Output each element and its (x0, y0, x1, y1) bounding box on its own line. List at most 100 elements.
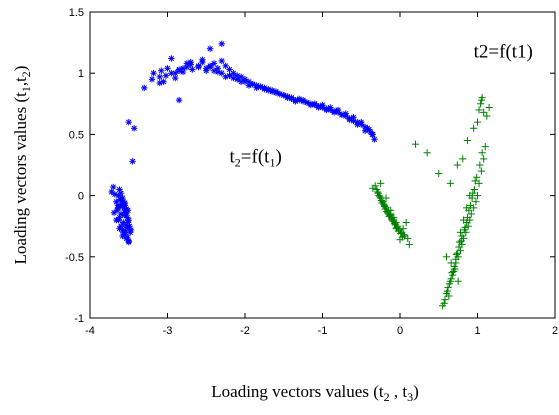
y-tick-label: 1.5 (69, 7, 84, 19)
green-plus-point (390, 214, 398, 222)
blue-star-point (141, 84, 148, 92)
blue-star-point (110, 183, 117, 191)
blue-star-point (222, 73, 229, 81)
green-plus-point (447, 275, 455, 283)
x-tick-label: -4 (85, 325, 95, 337)
green-plus-point (472, 198, 480, 206)
blue-star-point (121, 199, 129, 207)
green-plus-point (390, 220, 399, 228)
blue-star-point (276, 90, 284, 98)
annotations: t2=f(t1) t2=f(t1) (230, 41, 533, 169)
blue-star-point (189, 66, 196, 73)
green-plus-point (478, 149, 486, 157)
blue-star-point (253, 84, 260, 92)
blue-star-point (338, 111, 346, 119)
blue-star-point (110, 209, 118, 216)
blue-star-point (120, 211, 128, 219)
green-plus-point (423, 149, 431, 157)
x-tick-label: 1 (474, 325, 480, 337)
blue-star-point (214, 68, 222, 76)
blue-star-point (162, 72, 170, 79)
y-tick-label: -1 (74, 313, 84, 325)
green-plus-point (464, 222, 472, 230)
blue-star-point (116, 225, 123, 232)
blue-star-point (125, 216, 132, 224)
green-plus-point (369, 184, 377, 192)
blue-star-point (119, 232, 126, 240)
x-tick-label: -1 (318, 325, 328, 337)
blue-star-point (206, 45, 214, 52)
blue-star-point (168, 55, 175, 62)
green-plus-point (459, 155, 467, 163)
green-plus-point (393, 223, 401, 232)
blue-star-point (361, 127, 369, 134)
green-plus-point (448, 269, 456, 277)
blue-star-point (168, 70, 175, 77)
x-tick-label: 2 (552, 325, 558, 337)
green-plus-point (470, 185, 478, 194)
green-plus-point (386, 211, 394, 219)
green-plus-point (480, 155, 488, 163)
blue-star-point (354, 121, 361, 128)
green-plus-point (387, 206, 395, 214)
green-plus-point (463, 214, 472, 222)
blue-star-point (113, 216, 120, 224)
green-plus-point (466, 192, 474, 200)
y-axis-label: Loading vectors values (t1,t2) (11, 66, 33, 265)
green-plus-point (378, 199, 386, 207)
green-plus-point (454, 277, 462, 285)
blue-star-point (323, 106, 330, 114)
green-plus-point (461, 223, 469, 232)
blue-star-point (156, 73, 163, 81)
blue-star-point (284, 93, 291, 100)
blue-star-point (150, 70, 157, 77)
green-plus-point (459, 216, 468, 224)
blue-star-point (120, 219, 127, 226)
green-plus-point (467, 210, 475, 218)
green-plus-point (452, 250, 461, 258)
green-plus-point (441, 296, 449, 304)
green-plus-point (382, 194, 390, 202)
x-axis-label: Loading vectors values (t2 , t3) (211, 382, 418, 404)
y-tick-label: 0.5 (69, 129, 84, 141)
green-plus-point (456, 238, 464, 246)
blue-star-point (206, 63, 214, 71)
green-plus-point (470, 124, 478, 132)
blue-star-point (346, 116, 353, 123)
green-plus-point (444, 283, 452, 291)
blue-star-point (268, 88, 276, 95)
blue-star-point (334, 106, 342, 114)
y-tick-label: 0 (78, 191, 84, 203)
blue-star-point (371, 136, 378, 143)
x-tick-label: -3 (163, 325, 173, 337)
green-plus-point (452, 255, 460, 263)
green-plus-point (477, 96, 485, 104)
green-plus-point (485, 103, 493, 112)
blue-star-point (172, 70, 179, 77)
green-plus-point (445, 292, 453, 300)
blue-star-point (158, 67, 165, 74)
green-plus-point (375, 192, 383, 200)
green-plus-point (402, 218, 410, 227)
blue-star-point (195, 62, 202, 70)
green-plus-point (463, 136, 472, 145)
green-plus-point (475, 179, 483, 187)
green-plus-point (455, 243, 463, 251)
green-plus-point (384, 210, 392, 218)
annotation-label: t2=f(t1) (474, 41, 533, 62)
blue-star-point (129, 158, 136, 165)
green-plus-point (453, 249, 461, 257)
green-plus-point (480, 108, 488, 116)
green-plus-point (405, 240, 413, 249)
green-plus-point (481, 143, 489, 151)
green-plus-point (440, 299, 448, 307)
green-plus-point (466, 201, 475, 209)
annotation-label: t2=f(t1) (230, 147, 282, 170)
blue-star-point (245, 82, 253, 89)
green-plus-point (380, 203, 389, 211)
x-tick-label: 0 (397, 325, 403, 337)
green-plus-point (456, 228, 465, 236)
blue-star-point (299, 96, 307, 104)
blue-star-point (123, 205, 130, 213)
blue-star-point (199, 56, 206, 63)
